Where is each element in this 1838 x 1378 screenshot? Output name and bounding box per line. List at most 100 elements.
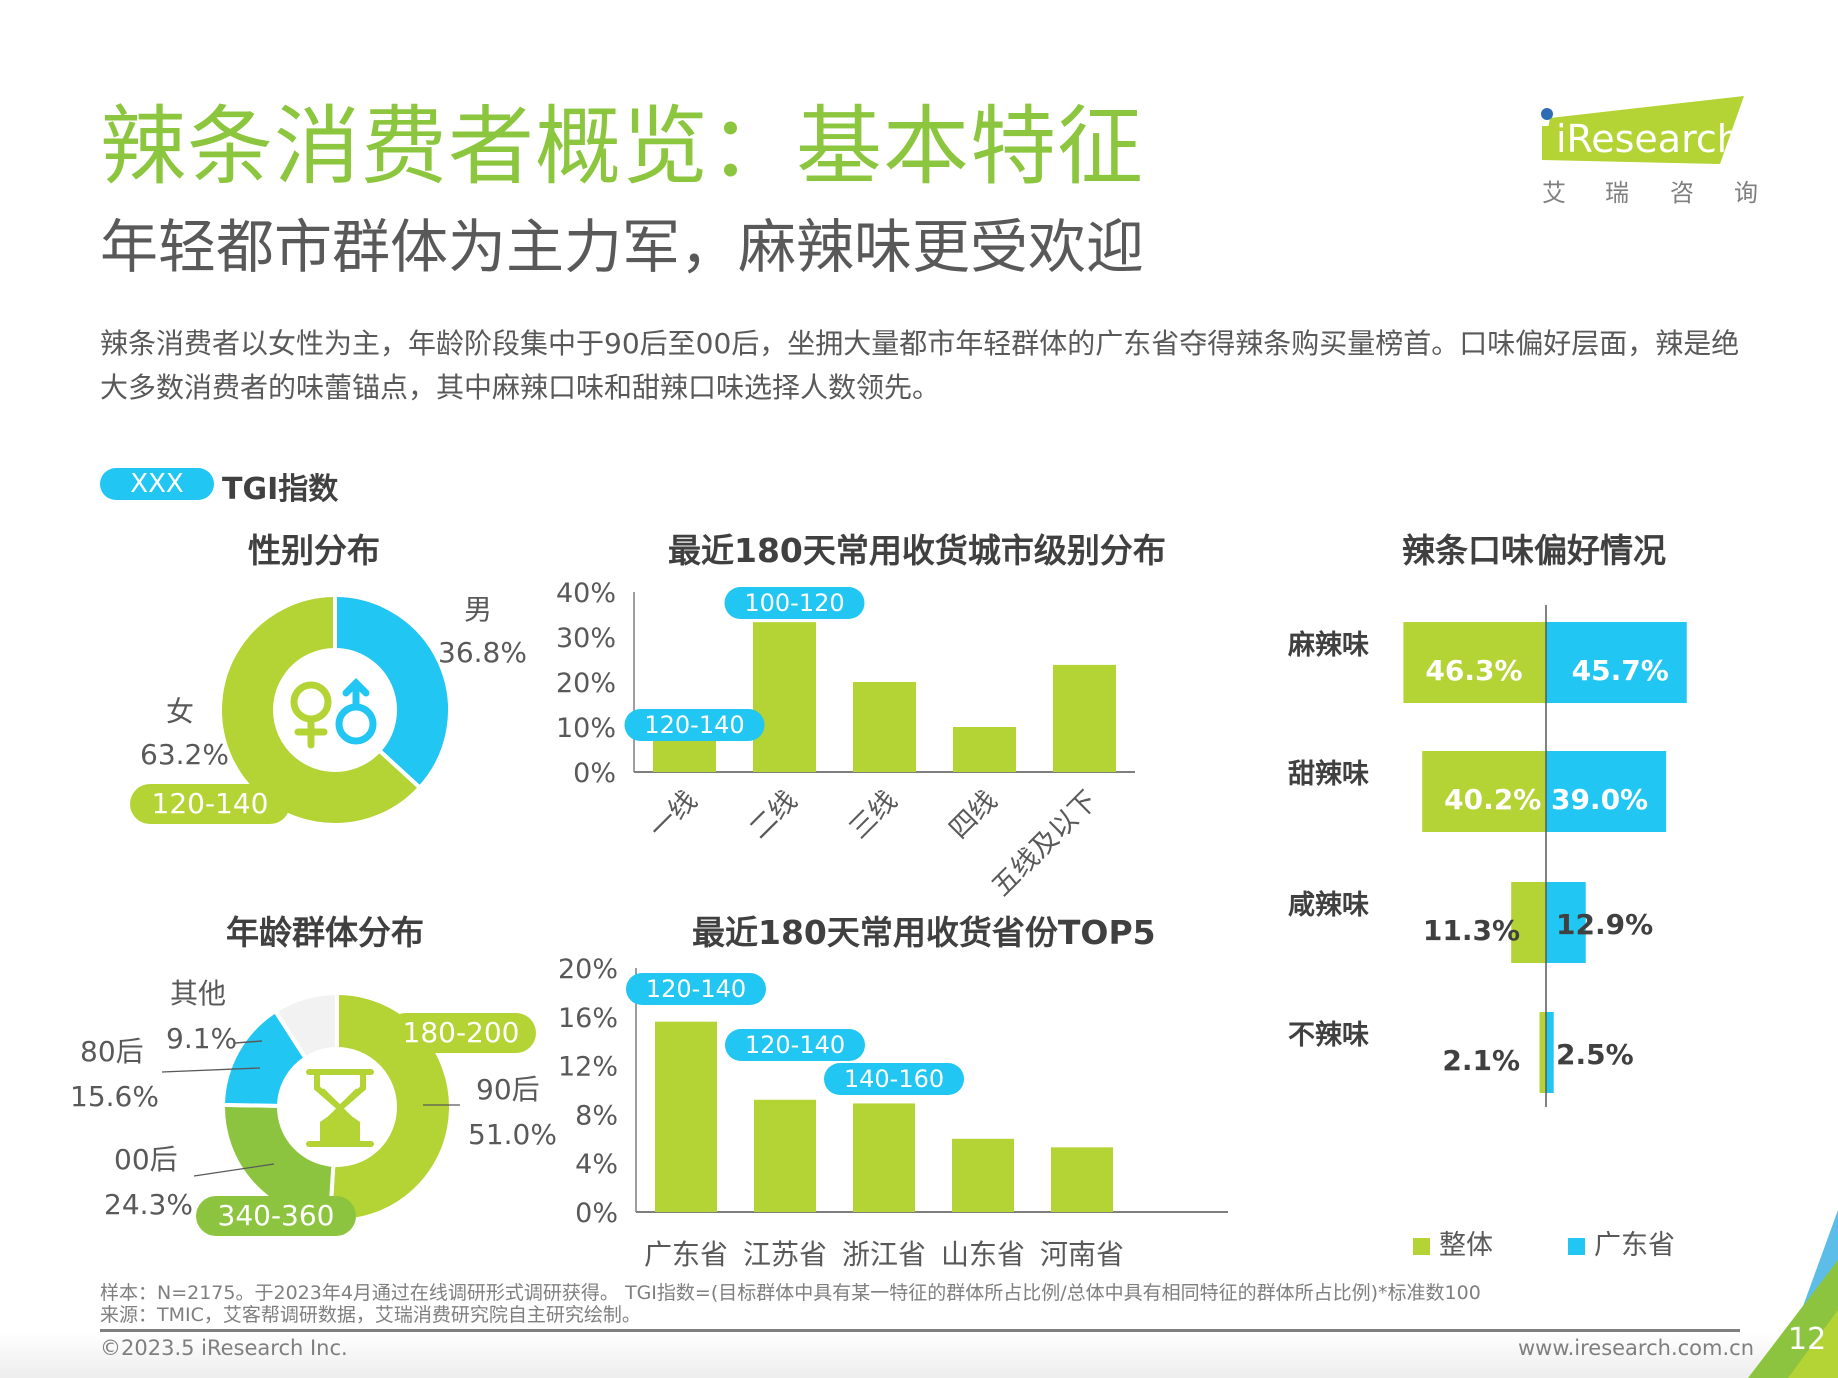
leader-line-80s: [161, 1067, 261, 1073]
prov-y-tick: 20%: [558, 954, 618, 985]
prov-y-tick: 4%: [575, 1149, 618, 1180]
page-number: 12: [1788, 1322, 1827, 1357]
flavor-bar-guangdong: [1546, 882, 1586, 963]
city-bar: [1053, 664, 1116, 772]
gender-slice-female: [218, 592, 423, 827]
city-x-label: 一线: [643, 785, 703, 845]
age-00s-label: 00后: [114, 1143, 178, 1176]
city-chart-title: 最近180天常用收货城市级别分布: [668, 531, 1166, 570]
legend-label: 广东省: [1594, 1230, 1675, 1260]
age-90s-label: 90后: [476, 1073, 540, 1106]
flavor-bar-guangdong: [1546, 1012, 1554, 1093]
legend-label: 整体: [1439, 1230, 1493, 1260]
flavor-bar-overall: [1511, 882, 1546, 963]
logo-cn-2: 瑞: [1605, 179, 1629, 207]
gender-slice-male: [333, 592, 452, 791]
tgi-legend-pill: XXX: [100, 468, 214, 500]
age-other-value: 9.1%: [166, 1022, 238, 1055]
flavor-value-overall: 40.2%: [1444, 783, 1541, 816]
website-link[interactable]: www.iresearch.com.cn: [1518, 1336, 1755, 1360]
corner-lightgreen-shape: [1788, 1310, 1838, 1378]
flavor-value-guangdong: 2.5%: [1556, 1038, 1634, 1071]
age-80s-label: 80后: [80, 1035, 144, 1068]
age-00s-value: 24.3%: [104, 1188, 193, 1221]
city-x-label: 四线: [943, 785, 1003, 845]
city-tgi-text: 120-140: [644, 711, 744, 739]
logo-cn-4: 询: [1734, 179, 1758, 207]
prov-x-label: 广东省: [644, 1238, 728, 1271]
flavor-value-overall: 46.3%: [1425, 654, 1522, 687]
flavor-category-label: 麻辣味: [1288, 629, 1369, 661]
logo-graphic: iResearch 艾 瑞 咨 询: [1541, 96, 1758, 207]
flavor-value-guangdong: 39.0%: [1551, 783, 1648, 816]
prov-tgi-pill: 140-160: [824, 1063, 964, 1095]
city-y-tick: 40%: [556, 578, 616, 609]
hourglass-icon: [306, 1069, 374, 1147]
gender-female-label: 女: [166, 695, 195, 728]
flavor-category-label: 甜辣味: [1288, 758, 1369, 790]
prov-x-label: 河南省: [1040, 1238, 1124, 1271]
footer-divider: [100, 1329, 1740, 1332]
city-tgi-text: 100-120: [744, 589, 844, 617]
prov-y-tick: 8%: [575, 1100, 618, 1131]
city-x-label: 二线: [743, 785, 803, 845]
prov-x-label: 浙江省: [842, 1238, 926, 1271]
page-title: 辣条消费者概览：基本特征: [100, 97, 1144, 197]
flavor-bar-guangdong: [1546, 751, 1667, 832]
footer-note-source: 来源：TMIC，艾客帮调研数据，艾瑞消费研究院自主研究绘制。: [100, 1304, 641, 1326]
tgi-legend-label: TGI指数: [222, 472, 339, 507]
prov-y-tick: 12%: [558, 1052, 618, 1083]
flavor-bar-chart: 麻辣味 46.3% 45.7% 甜辣味 40.2% 39.0% 咸辣味 11.3% 12.9% 不…: [1288, 605, 1687, 1260]
city-y-tick: 20%: [556, 668, 616, 699]
prov-tgi-text: 120-140: [646, 975, 746, 1003]
prov-tgi-pill: 120-140: [725, 1029, 865, 1061]
gender-symbol-icon: [290, 678, 377, 749]
city-bar: [953, 727, 1016, 772]
city-y-tick: 0%: [573, 758, 616, 789]
male-symbol-icon: [335, 678, 377, 745]
iresearch-logo: iResearch 艾 瑞 咨 询: [1520, 96, 1760, 216]
prov-tgi-pill: 120-140: [626, 973, 766, 1005]
city-bar: [653, 736, 716, 772]
female-symbol-icon: [290, 681, 332, 749]
flavor-bar-overall: [1422, 751, 1546, 832]
flavor-chart-title: 辣条口味偏好情况: [1402, 531, 1666, 570]
logo-cn-1: 艾: [1542, 179, 1566, 207]
legend-swatch: [1568, 1238, 1585, 1255]
age-leader-lines: [161, 1067, 460, 1177]
age-90s-value: 51.0%: [468, 1118, 557, 1151]
flavor-value-overall: 2.1%: [1442, 1044, 1520, 1077]
gender-male-label: 男: [464, 593, 493, 626]
copyright-text: ©2023.5 iResearch Inc.: [100, 1336, 348, 1360]
footer-note: 样本：N=2175。于2023年4月通过在线调研形式调研获得。 TGI指数=(目…: [100, 1282, 1481, 1326]
logo-i-stem: [1542, 126, 1551, 160]
flavor-bar-guangdong: [1546, 622, 1687, 703]
page-subtitle: 年轻都市群体为主力军，麻辣味更受欢迎: [100, 213, 1145, 281]
flavor-category-label: 咸辣味: [1288, 889, 1369, 921]
legend-swatch: [1413, 1238, 1430, 1255]
city-x-label: 五线及以下: [986, 785, 1103, 900]
age-80s-value: 15.6%: [70, 1080, 159, 1113]
province-bar-chart: 0% 4% 8% 12% 16% 20% 广东省 江苏省 浙江省 山东省 河南省 120-140 120…: [558, 954, 1228, 1271]
city-bar: [853, 682, 916, 772]
footer-note-sample: 样本：N=2175。于2023年4月通过在线调研形式调研获得。 TGI指数=(目…: [100, 1282, 1481, 1304]
gender-chart-title: 性别分布: [248, 531, 380, 570]
footer-band: [0, 1332, 1838, 1378]
age-00s-tgi-pill: 340-360: [196, 1196, 356, 1236]
gender-donut-chart: [218, 592, 452, 827]
flavor-legend-item: 广东省: [1568, 1230, 1675, 1260]
age-chart-title: 年龄群体分布: [226, 913, 424, 952]
gender-male-value: 36.8%: [438, 636, 527, 669]
prov-bar: [853, 1103, 915, 1212]
leader-line-00s: [193, 1163, 275, 1177]
flavor-value-guangdong: 45.7%: [1572, 654, 1669, 687]
prov-bar: [1051, 1147, 1113, 1212]
age-slice-other: [272, 990, 339, 1061]
prov-bar: [952, 1138, 1014, 1212]
city-y-tick: 30%: [556, 623, 616, 654]
logo-banner-shape: [1542, 96, 1744, 164]
province-chart-title: 最近180天常用收货省份TOP5: [692, 913, 1156, 952]
corner-decoration: [1748, 1210, 1838, 1378]
prov-bar: [655, 1021, 717, 1212]
